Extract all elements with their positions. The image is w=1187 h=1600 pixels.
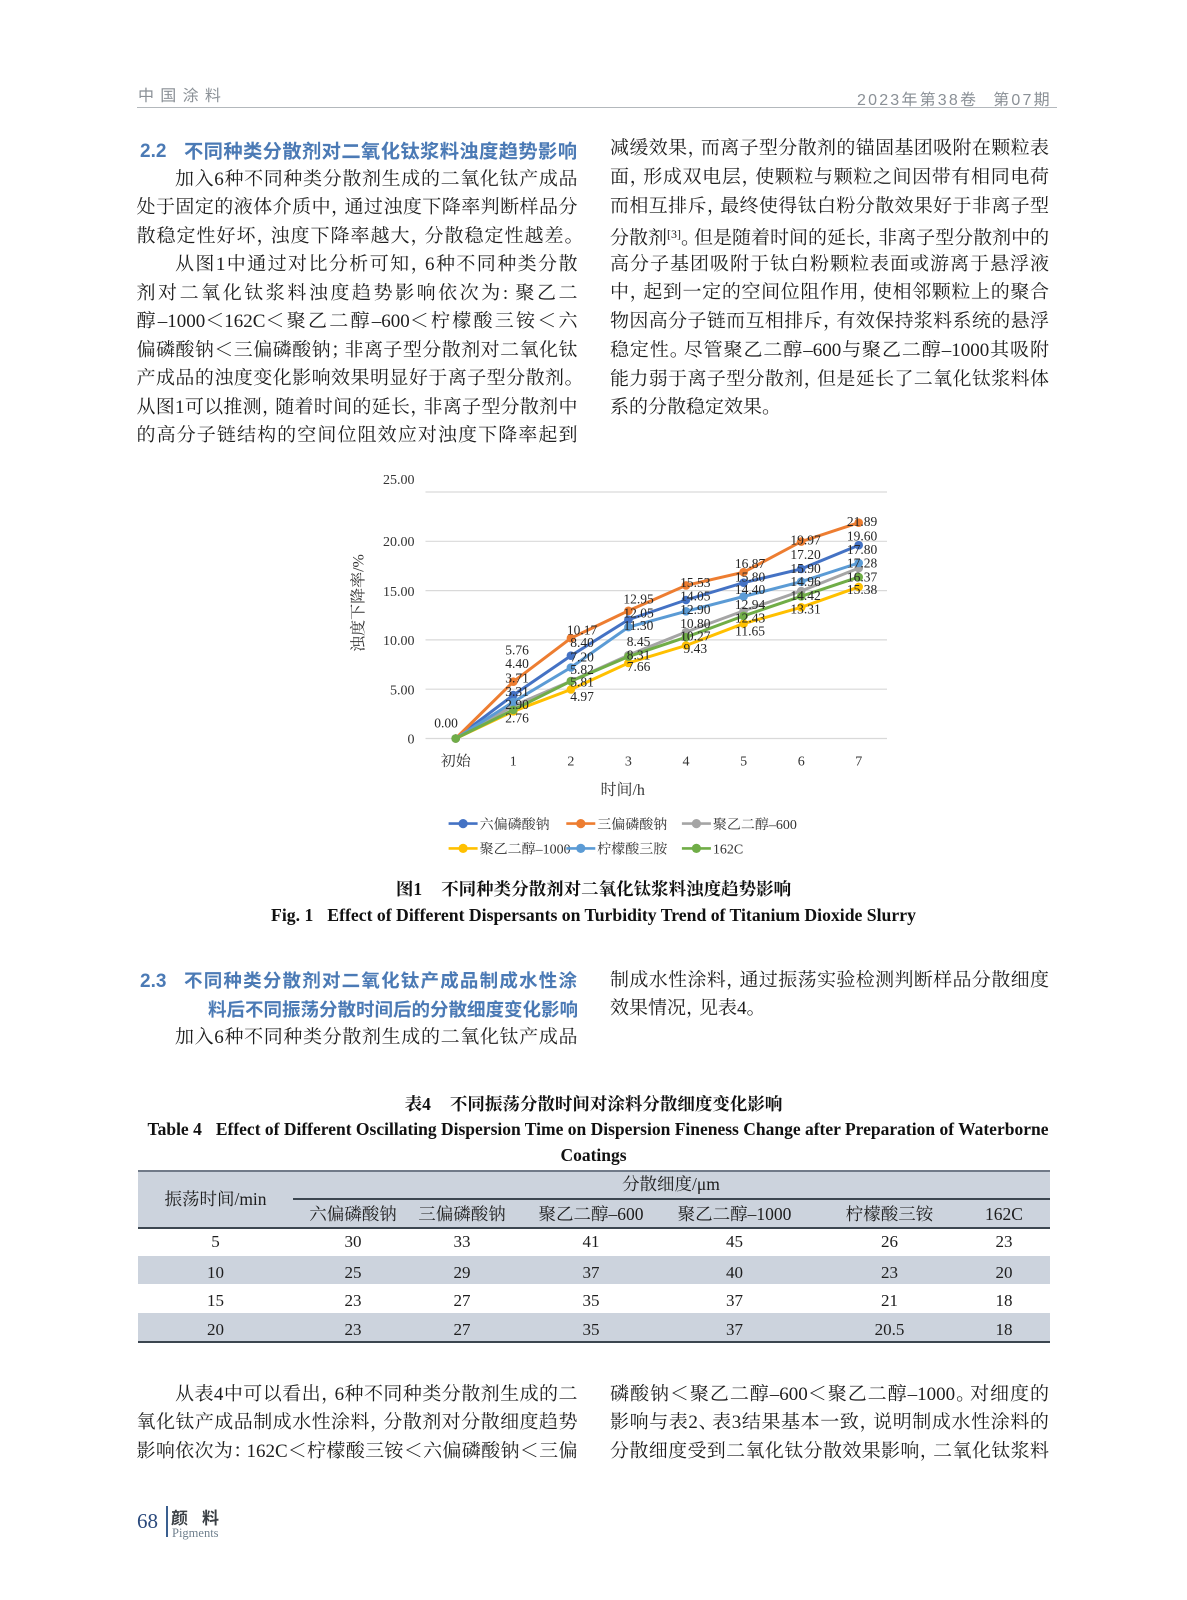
svg-text:2.90: 2.90 (505, 697, 529, 712)
svg-text:11.65: 11.65 (735, 623, 765, 638)
svg-text:15.90: 15.90 (790, 561, 821, 576)
svg-text:15.38: 15.38 (847, 582, 878, 597)
svg-text:8.31: 8.31 (627, 648, 651, 663)
svg-text:3.71: 3.71 (505, 671, 529, 686)
svg-text:14.40: 14.40 (735, 582, 766, 597)
svg-text:10.27: 10.27 (680, 629, 711, 644)
svg-text:12.94: 12.94 (735, 597, 766, 612)
svg-text:13.31: 13.31 (790, 602, 820, 617)
svg-text:16.37: 16.37 (847, 570, 878, 585)
svg-text:10.80: 10.80 (680, 616, 711, 631)
svg-text:25.00: 25.00 (383, 473, 415, 488)
svg-text:10.00: 10.00 (383, 634, 415, 649)
svg-text:17.28: 17.28 (847, 555, 878, 570)
svg-text:12.90: 12.90 (680, 602, 711, 617)
svg-text:8.40: 8.40 (570, 635, 594, 650)
svg-text:162C: 162C (713, 839, 743, 859)
svg-text:时间/h: 时间/h (600, 777, 644, 800)
svg-text:2: 2 (567, 754, 574, 769)
svg-text:14.05: 14.05 (680, 589, 711, 604)
svg-text:11.30: 11.30 (624, 618, 654, 633)
svg-text:7: 7 (855, 754, 862, 769)
svg-text:浊度下降率/%: 浊度下降率/% (346, 554, 369, 652)
svg-text:8.45: 8.45 (627, 634, 651, 649)
svg-text:19.97: 19.97 (790, 533, 821, 548)
svg-text:7.20: 7.20 (570, 649, 594, 664)
svg-text:0: 0 (408, 732, 415, 747)
svg-text:10.17: 10.17 (567, 622, 598, 637)
svg-text:6: 6 (798, 754, 805, 769)
svg-text:15.80: 15.80 (735, 570, 766, 585)
svg-text:21.89: 21.89 (847, 514, 878, 529)
svg-text:14.96: 14.96 (790, 574, 821, 589)
svg-text:17.80: 17.80 (847, 542, 878, 557)
svg-text:三偏磷酸钠: 三偏磷酸钠 (597, 814, 667, 834)
svg-text:20.00: 20.00 (383, 535, 415, 550)
svg-text:12.95: 12.95 (623, 592, 654, 607)
svg-text:5.81: 5.81 (570, 675, 594, 690)
svg-text:9.43: 9.43 (683, 641, 707, 656)
svg-text:聚乙二醇–1000: 聚乙二醇–1000 (480, 839, 571, 859)
svg-text:15.00: 15.00 (383, 585, 415, 600)
svg-text:柠檬酸三胺: 柠檬酸三胺 (597, 839, 667, 859)
svg-text:六偏磷酸钠: 六偏磷酸钠 (480, 814, 550, 834)
svg-text:4.40: 4.40 (505, 656, 529, 671)
svg-text:5.76: 5.76 (505, 643, 529, 658)
svg-text:聚乙二醇–600: 聚乙二醇–600 (713, 814, 797, 834)
svg-text:17.20: 17.20 (790, 547, 821, 562)
svg-text:12.43: 12.43 (735, 611, 766, 626)
svg-text:2.76: 2.76 (505, 711, 529, 726)
svg-text:3: 3 (625, 754, 632, 769)
svg-text:4.97: 4.97 (570, 689, 594, 704)
svg-text:3.31: 3.31 (505, 684, 529, 699)
svg-text:7.66: 7.66 (627, 659, 651, 674)
svg-text:5: 5 (740, 754, 747, 769)
svg-text:初始: 初始 (441, 750, 471, 771)
svg-text:14.42: 14.42 (790, 588, 820, 603)
svg-text:1: 1 (510, 754, 517, 769)
svg-text:5.82: 5.82 (570, 662, 594, 677)
svg-text:0.00: 0.00 (434, 716, 458, 731)
svg-text:16.87: 16.87 (735, 556, 766, 571)
svg-text:15.53: 15.53 (680, 575, 711, 590)
svg-text:4: 4 (683, 754, 690, 769)
svg-text:12.05: 12.05 (623, 605, 654, 620)
svg-text:5.00: 5.00 (390, 684, 415, 699)
svg-text:19.60: 19.60 (847, 528, 878, 543)
